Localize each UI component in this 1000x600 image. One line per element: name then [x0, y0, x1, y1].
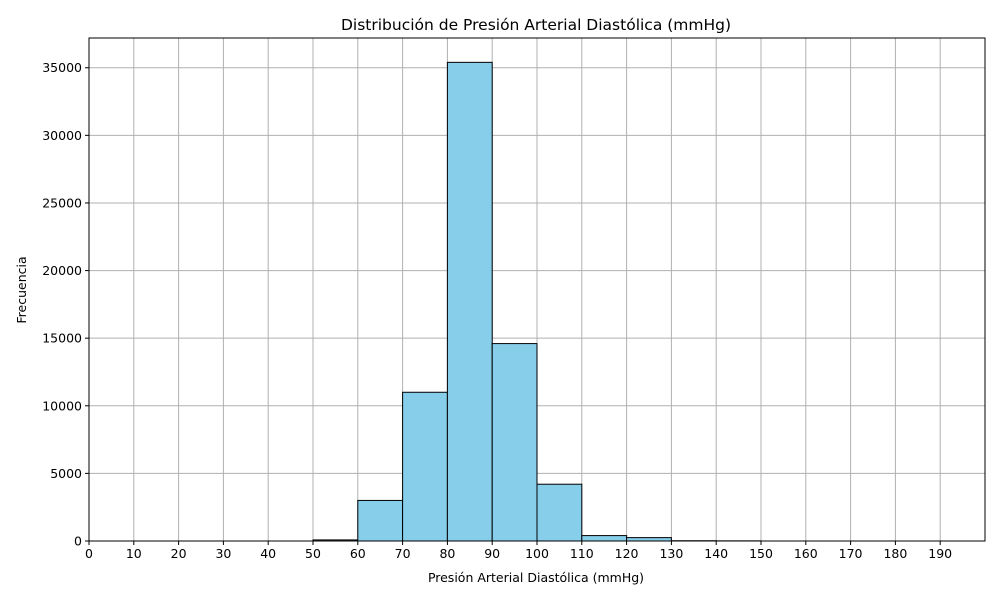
histogram-bars — [312, 61, 762, 542]
x-axis-label: Presión Arterial Diastólica (mmHg) — [428, 570, 644, 585]
histogram-bar — [446, 61, 493, 542]
x-tick-label: 60 — [350, 546, 366, 561]
x-tick-label: 40 — [260, 546, 276, 561]
x-tick-label: 150 — [749, 546, 773, 561]
x-tick-label: 190 — [928, 546, 952, 561]
x-tick-label: 10 — [126, 546, 142, 561]
y-tick-label: 5000 — [50, 466, 82, 481]
y-axis-label: Frecuencia — [14, 256, 29, 323]
y-tick-label: 15000 — [42, 331, 82, 346]
y-tick-label: 35000 — [42, 60, 82, 75]
x-tick-label: 70 — [395, 546, 411, 561]
chart-title: Distribución de Presión Arterial Diastól… — [341, 16, 731, 34]
x-tick-label: 170 — [839, 546, 863, 561]
y-tick-label: 20000 — [42, 263, 82, 278]
y-tick-label: 10000 — [42, 398, 82, 413]
x-tick-label: 140 — [704, 546, 728, 561]
x-tick-label: 50 — [305, 546, 321, 561]
x-tick-label: 80 — [439, 546, 455, 561]
y-tick-label: 30000 — [42, 128, 82, 143]
x-tick-label: 110 — [570, 546, 594, 561]
x-tick-label: 130 — [659, 546, 683, 561]
histogram-bar — [402, 391, 448, 542]
histogram-bar — [491, 343, 538, 542]
y-tick-label: 25000 — [42, 195, 82, 210]
x-tick-label: 180 — [883, 546, 907, 561]
y-axis-ticks: 0 5000 10000 15000 20000 25000 30000 35000 — [42, 60, 89, 549]
x-tick-label: 120 — [615, 546, 639, 561]
x-axis-ticks: 0 10 20 30 40 50 60 70 80 90 100 110 120 130 140 150 160… — [85, 541, 952, 561]
x-tick-label: 160 — [794, 546, 818, 561]
x-tick-label: 20 — [171, 546, 187, 561]
y-tick-label: 0 — [74, 534, 82, 549]
x-tick-label: 100 — [525, 546, 549, 561]
histogram-bar — [536, 483, 583, 542]
histogram-bar — [626, 537, 672, 542]
x-tick-label: 90 — [484, 546, 500, 561]
histogram-bar — [581, 535, 628, 542]
x-tick-label: 0 — [85, 546, 93, 561]
histogram-bar — [357, 499, 404, 542]
x-tick-label: 30 — [215, 546, 231, 561]
grid-lines — [88, 38, 985, 542]
